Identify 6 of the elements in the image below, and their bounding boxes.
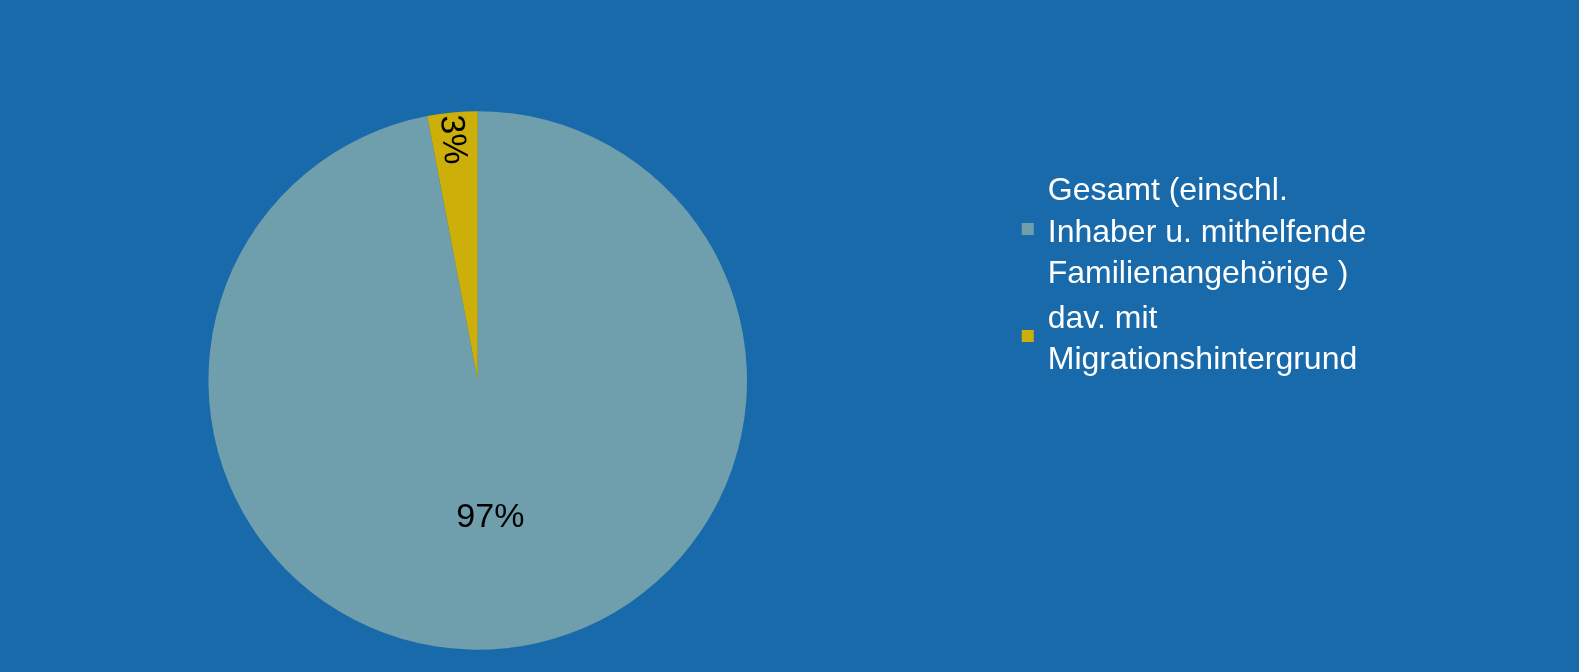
data-label: 97% [456,495,525,534]
data-label: 3% [433,113,477,166]
legend-label: dav. mit Migrationshintergrund [1047,298,1358,377]
legend-label: Gesamt (einschl. Inhaber u. mithelfende Familienangehörige ) [1047,170,1367,291]
pie-slice [208,111,747,650]
pie-slice [427,111,478,381]
